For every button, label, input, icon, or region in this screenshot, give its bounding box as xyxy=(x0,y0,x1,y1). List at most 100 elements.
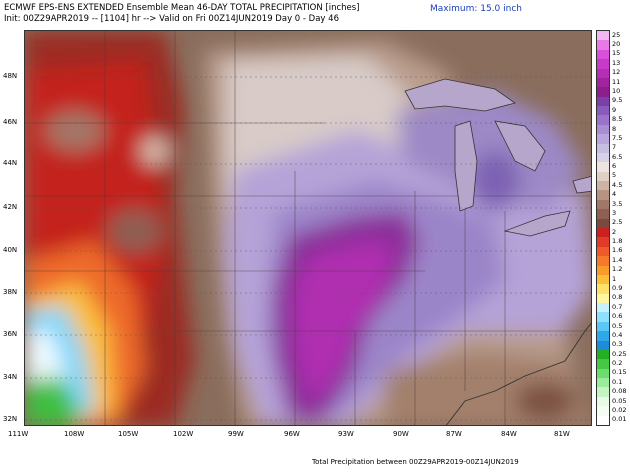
legend-swatch xyxy=(597,115,609,126)
lat-label-40N: 40N xyxy=(3,246,18,254)
legend-label: 7.5 xyxy=(612,133,623,142)
legend-swatch xyxy=(597,378,609,388)
great-lakes xyxy=(404,78,591,237)
legend-label: 0.7 xyxy=(612,302,623,311)
legend-swatch xyxy=(597,199,609,210)
legend-label: 10 xyxy=(612,86,621,95)
lat-label-48N: 48N xyxy=(3,72,18,80)
legend-swatch xyxy=(597,209,609,220)
legend-label: 0.08 xyxy=(612,387,627,396)
map-svg xyxy=(25,31,591,425)
legend-swatch xyxy=(597,96,609,107)
maximum-label: Maximum: 15.0 inch xyxy=(430,4,522,14)
legend-swatch xyxy=(597,49,609,60)
legend-label: 0.4 xyxy=(612,330,623,339)
legend-label: 1.4 xyxy=(612,255,623,264)
lon-label-96W: 96W xyxy=(284,430,300,438)
legend-label: 0.15 xyxy=(612,368,627,377)
legend-swatch xyxy=(597,415,609,426)
legend-swatch xyxy=(597,349,609,360)
legend-label: 4.5 xyxy=(612,180,623,189)
legend-label: 1 xyxy=(612,274,617,283)
lon-label-90W: 90W xyxy=(393,430,409,438)
legend-label: 6 xyxy=(612,162,617,171)
legend-label: 0.25 xyxy=(612,349,627,358)
legend-swatch xyxy=(597,106,609,116)
legend-label: 9.5 xyxy=(612,96,623,105)
legend-swatch xyxy=(597,359,609,370)
legend-label: 0.01 xyxy=(612,415,627,424)
legend-label: 0.2 xyxy=(612,359,623,368)
legend-swatch xyxy=(597,181,609,191)
legend-swatch xyxy=(597,284,609,295)
legend-swatch xyxy=(597,303,609,313)
legend-label: 4 xyxy=(612,190,617,199)
legend-label: 8.5 xyxy=(612,115,623,124)
legend-swatch xyxy=(597,152,609,163)
init-valid-line: Init: 00Z29APR2019 -- [1104] hr --> Vali… xyxy=(4,14,339,24)
legend-swatch xyxy=(597,396,609,407)
legend-label: 3 xyxy=(612,208,617,217)
legend-label: 7 xyxy=(612,143,617,152)
legend-swatch xyxy=(597,162,609,173)
legend-label: 3.5 xyxy=(612,199,623,208)
lat-label-46N: 46N xyxy=(3,118,18,126)
legend-swatch xyxy=(597,387,609,398)
legend-swatch xyxy=(597,312,609,323)
legend-label: 0.02 xyxy=(612,405,627,414)
state-borders xyxy=(25,31,591,425)
legend-label: 0.1 xyxy=(612,377,623,386)
legend-swatch xyxy=(597,134,609,145)
legend-swatch xyxy=(597,340,609,351)
legend-label: 2 xyxy=(612,227,617,236)
legend-swatch xyxy=(597,77,609,88)
lon-label-84W: 84W xyxy=(501,430,517,438)
lon-label-81W: 81W xyxy=(554,430,570,438)
legend-swatch xyxy=(597,228,609,238)
lon-label-105W: 105W xyxy=(118,430,139,438)
legend-swatch xyxy=(597,124,609,135)
legend-label: 0.05 xyxy=(612,396,627,405)
legend-label: 0.5 xyxy=(612,321,623,330)
legend-label: 2.5 xyxy=(612,218,623,227)
legend-swatch xyxy=(597,331,609,342)
legend-label: 1.2 xyxy=(612,265,623,274)
lat-label-34N: 34N xyxy=(3,373,18,381)
legend-swatch xyxy=(597,190,609,201)
lon-label-87W: 87W xyxy=(446,430,462,438)
lat-label-32N: 32N xyxy=(3,415,18,423)
legend-label: 11 xyxy=(612,77,621,86)
legend-swatch xyxy=(597,274,609,285)
legend-label: 15 xyxy=(612,49,621,58)
legend-label: 0.9 xyxy=(612,283,623,292)
legend-label: 12 xyxy=(612,68,621,77)
legend-swatch xyxy=(597,256,609,267)
lon-label-111W: 111W xyxy=(8,430,29,438)
precipitation-map xyxy=(24,30,592,426)
legend-swatch xyxy=(597,406,609,417)
lat-label-36N: 36N xyxy=(3,330,18,338)
coastline xyxy=(445,322,591,425)
legend-swatch xyxy=(597,87,609,98)
legend-label: 0.3 xyxy=(612,340,623,349)
legend-swatch xyxy=(597,368,609,379)
footer-caption: Total Precipitation between 00Z29APR2019… xyxy=(312,458,519,466)
legend-swatch xyxy=(597,293,609,304)
lat-label-42N: 42N xyxy=(3,203,18,211)
legend-label: 9 xyxy=(612,105,617,114)
legend-swatch xyxy=(597,171,609,182)
lon-label-99W: 99W xyxy=(228,430,244,438)
legend-label: 0.8 xyxy=(612,293,623,302)
precip-field xyxy=(25,31,591,425)
legend-swatch xyxy=(597,321,609,332)
legend-label: 8 xyxy=(612,124,617,133)
legend-label: 1.6 xyxy=(612,246,623,255)
legend-swatch xyxy=(597,218,609,229)
legend-label: 1.8 xyxy=(612,237,623,246)
legend-swatch xyxy=(597,68,609,79)
lon-label-93W: 93W xyxy=(338,430,354,438)
lat-label-44N: 44N xyxy=(3,159,18,167)
legend-label: 6.5 xyxy=(612,152,623,161)
legend-swatch xyxy=(597,40,609,51)
legend-label: 13 xyxy=(612,58,621,67)
